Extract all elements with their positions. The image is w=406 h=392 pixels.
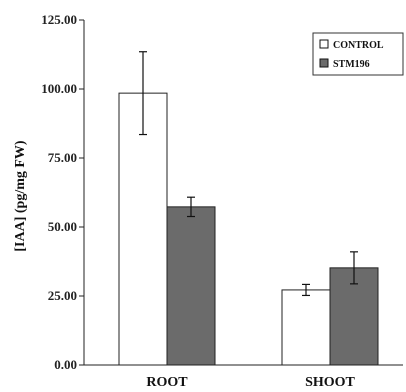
legend-label-stm196: STM196 [333,59,370,70]
y-ticks: 0.00 25.00 50.00 75.00 100.00 125.00 [41,12,84,372]
error-bar-stm196-shoot [350,251,358,285]
y-tick-label: 75.00 [48,150,77,165]
y-tick-label: 50.00 [48,219,77,234]
y-tick-label: 125.00 [41,12,77,27]
error-bars [139,51,358,297]
legend-label-control: CONTROL [333,40,384,51]
legend: CONTROL STM196 [312,32,404,76]
bars [118,92,379,366]
error-bar-control-shoot [302,283,310,297]
legend-swatch-stm196 [319,58,329,68]
y-tick-label: 25.00 [48,288,77,303]
error-bar-control-root [139,51,147,136]
bar-stm196-root [166,206,216,366]
y-tick-label: 100.00 [41,81,77,96]
category-label-shoot: SHOOT [305,375,355,390]
error-bar-stm196-root [187,196,195,218]
bar-control-shoot [281,289,331,366]
bar-control-root [118,92,168,366]
category-labels: ROOT SHOOT [146,375,355,390]
legend-swatch-control [319,39,329,49]
y-axis-label: [IAA] (pg/mg FW) [13,140,28,252]
y-tick-label: 0.00 [54,357,77,372]
category-label-root: ROOT [146,375,188,390]
